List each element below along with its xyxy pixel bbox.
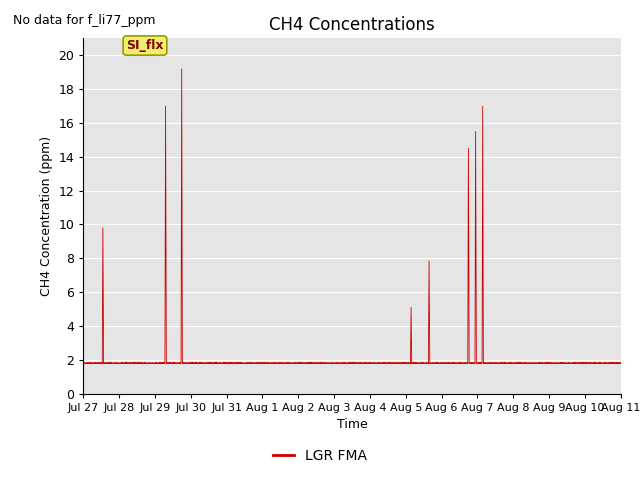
Y-axis label: CH4 Concentration (ppm): CH4 Concentration (ppm) bbox=[40, 136, 52, 296]
Text: SI_flx: SI_flx bbox=[126, 39, 164, 52]
X-axis label: Time: Time bbox=[337, 418, 367, 431]
Text: No data for f_li77_ppm: No data for f_li77_ppm bbox=[13, 14, 156, 27]
Title: CH4 Concentrations: CH4 Concentrations bbox=[269, 16, 435, 34]
Legend: LGR FMA: LGR FMA bbox=[268, 443, 372, 468]
